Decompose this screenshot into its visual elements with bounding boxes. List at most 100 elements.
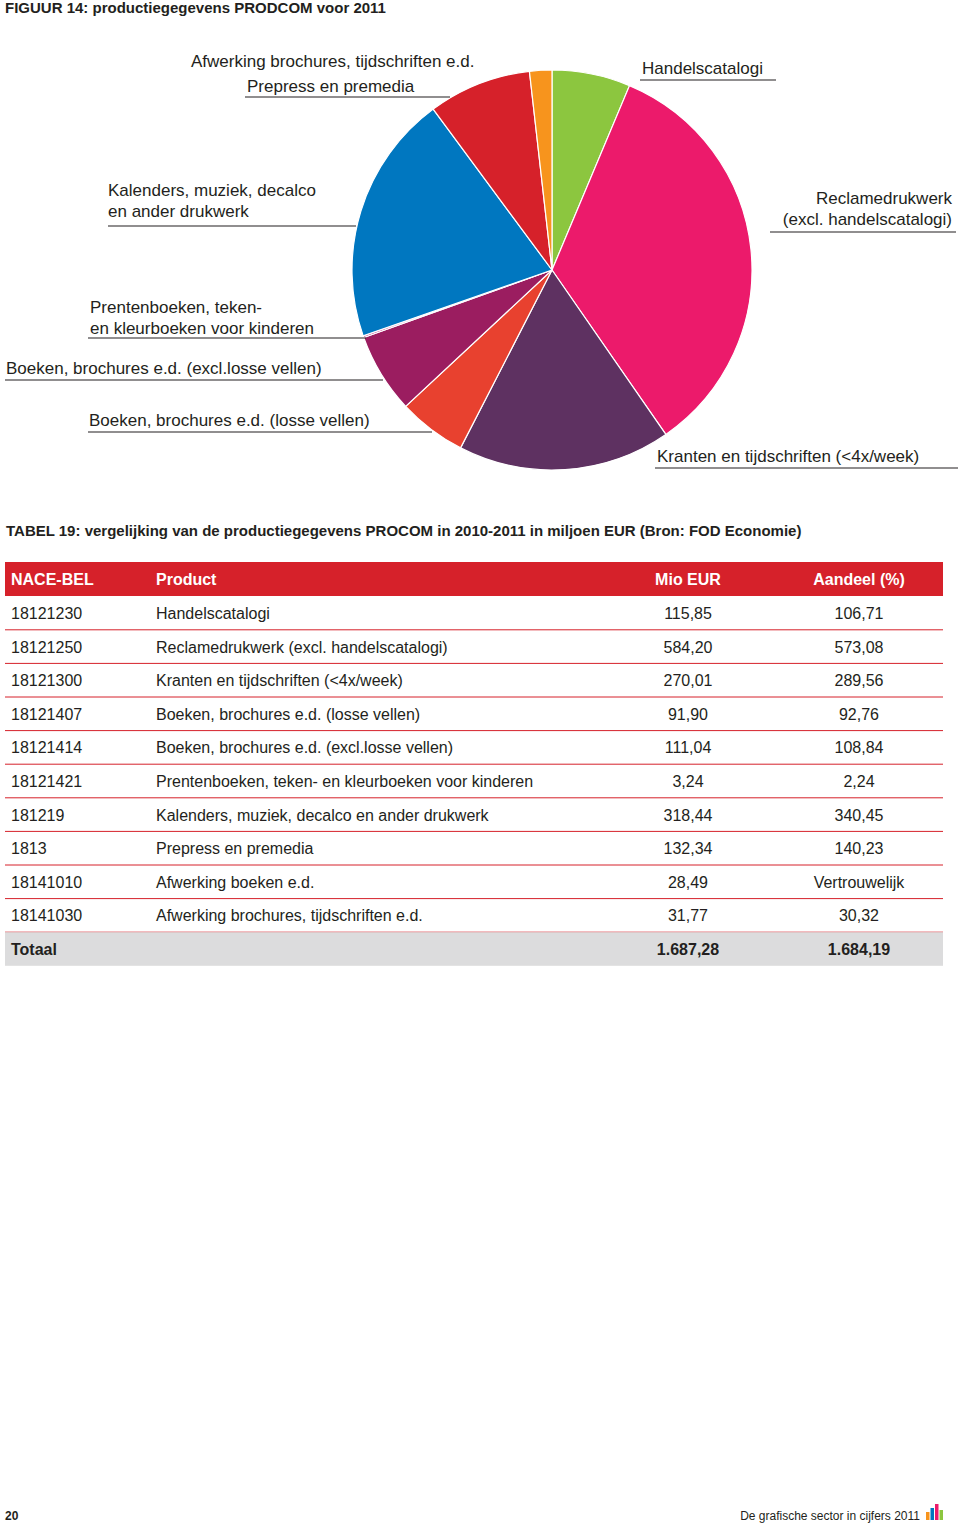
table-total: 1.687,28: [657, 941, 719, 958]
row-separator: [5, 831, 943, 832]
table-cell: 30,32: [839, 907, 879, 924]
background: [0, 0, 960, 1526]
table-total: 1.684,19: [828, 941, 890, 958]
slice-label-line: Prepress en premedia: [247, 77, 415, 96]
table-cell: 18121414: [11, 739, 82, 756]
pie: [352, 70, 752, 470]
slice-label-line: Boeken, brochures e.d. (losse vellen): [89, 411, 370, 430]
slice-label-line: Reclamedrukwerk: [816, 189, 953, 208]
table-header: Product: [156, 571, 217, 588]
table-cell: Boeken, brochures e.d. (losse vellen): [156, 706, 420, 723]
table-cell: 18121230: [11, 605, 82, 622]
slice-label-line: Kalenders, muziek, decalco: [108, 181, 316, 200]
table-cell: Boeken, brochures e.d. (excl.losse velle…: [156, 739, 453, 756]
slice-label: Kranten en tijdschriften (<4x/week): [657, 447, 919, 466]
table-cell: 108,84: [835, 739, 884, 756]
total-row-bg: [5, 932, 943, 966]
slice-label-line: (excl. handelscatalogi): [783, 210, 952, 229]
slice-label-line: Afwerking brochures, tijdschriften e.d.: [191, 52, 474, 71]
table-cell: Handelscatalogi: [156, 605, 270, 622]
slice-label-line: en ander drukwerk: [108, 202, 249, 221]
table-cell: 289,56: [835, 672, 884, 689]
pie-labels: Handelscatalogi Reclamedrukwerk (excl. han…: [5, 52, 958, 468]
table-cell: 140,23: [835, 840, 884, 857]
table-header-bg: [5, 562, 943, 596]
footer-logo: [926, 1504, 943, 1520]
table-cell: Afwerking boeken e.d.: [156, 874, 314, 891]
table-cell: 573,08: [835, 639, 884, 656]
table-cell: 3,24: [672, 773, 703, 790]
table-cell: Kalenders, muziek, decalco en ander druk…: [156, 807, 490, 824]
row-separator: [5, 764, 943, 765]
label-underline: [770, 231, 956, 232]
row-separator: [5, 730, 943, 731]
table-cell: 18121421: [11, 773, 82, 790]
page: FIGUUR 14: productiegegevens PRODCOM voo…: [0, 0, 960, 1526]
table-cell: 318,44: [664, 807, 713, 824]
table-total: Totaal: [11, 941, 57, 958]
table-cell: 340,45: [835, 807, 884, 824]
slice-label: Afwerking brochures, tijdschriften e.d.: [191, 52, 474, 71]
table-cell: 115,85: [664, 605, 712, 622]
logo-bar: [926, 1512, 930, 1520]
slice-label-line: en kleurboeken voor kinderen: [90, 319, 314, 338]
page-number: 20: [5, 1509, 19, 1523]
row-separator: [5, 663, 943, 664]
table-header: NACE-BEL: [11, 571, 94, 588]
table-cell: Kranten en tijdschriften (<4x/week): [156, 672, 403, 689]
logo-bar: [931, 1508, 935, 1520]
table-cell: 18141010: [11, 874, 82, 891]
slice-label: Reclamedrukwerk (excl. handelscatalogi): [783, 189, 953, 229]
table-cell: Prepress en premedia: [156, 840, 314, 857]
slice-label: Boeken, brochures e.d. (losse vellen): [89, 411, 370, 430]
slice-label-line: Prentenboeken, teken-: [90, 298, 262, 317]
table-cell: Reclamedrukwerk (excl. handelscatalogi): [156, 639, 448, 656]
row-separator: [5, 797, 943, 798]
slice-label-line: Kranten en tijdschriften (<4x/week): [657, 447, 919, 466]
table-cell: 106,71: [835, 605, 884, 622]
table-header: Aandeel (%): [813, 571, 905, 588]
table-cell: 2,24: [843, 773, 874, 790]
label-underline: [640, 79, 776, 80]
label-underline: [245, 96, 450, 97]
row-separator: [5, 629, 943, 630]
table-cell: Afwerking brochures, tijdschriften e.d.: [156, 907, 423, 924]
table-cell: 111,04: [665, 739, 712, 756]
figure-title: FIGUUR 14: productiegegevens PRODCOM voo…: [5, 0, 386, 16]
label-underline: [88, 337, 366, 338]
pie-slice: [529, 70, 552, 270]
slice-label: Prentenboeken, teken-en kleurboeken voor…: [90, 298, 314, 338]
table-cell: 181219: [11, 807, 64, 824]
table-cell: 18121250: [11, 639, 82, 656]
table-cell: 18121300: [11, 672, 82, 689]
label-underline: [5, 379, 383, 380]
slice-label: Boeken, brochures e.d. (excl.losse velle…: [6, 359, 322, 378]
table-cell: 31,77: [668, 907, 708, 924]
logo-bar: [940, 1510, 944, 1520]
slice-label: Handelscatalogi: [642, 59, 763, 78]
table-cell: 1813: [11, 840, 47, 857]
slice-label: Prepress en premedia: [247, 77, 415, 96]
slice-label-line: Boeken, brochures e.d. (excl.losse velle…: [6, 359, 322, 378]
label-underline: [88, 431, 432, 432]
label-underline: [108, 225, 356, 226]
table-header: Mio EUR: [655, 571, 721, 588]
table-cell: 584,20: [664, 639, 713, 656]
table-cell: Prentenboeken, teken- en kleurboeken voo…: [156, 773, 533, 790]
row-separator: [5, 697, 943, 698]
table-cell: 18121407: [11, 706, 82, 723]
table-cell: 28,49: [668, 874, 708, 891]
table-cell: 18141030: [11, 907, 82, 924]
table-cell: 91,90: [668, 706, 708, 723]
table-cell: Vertrouwelijk: [814, 874, 906, 891]
row-separator: [5, 898, 943, 899]
slice-label-line: Handelscatalogi: [642, 59, 763, 78]
slice-label: Kalenders, muziek, decalco en ander drukw…: [108, 181, 316, 221]
table-cell: 270,01: [664, 672, 713, 689]
table-cell: 132,34: [664, 840, 713, 857]
row-separator: [5, 865, 943, 866]
footer-text: De grafische sector in cijfers 2011: [740, 1509, 920, 1523]
table-cell: 92,76: [839, 706, 879, 723]
table-title: TABEL 19: vergelijking van de productieg…: [6, 522, 801, 539]
label-underline: [655, 467, 958, 468]
